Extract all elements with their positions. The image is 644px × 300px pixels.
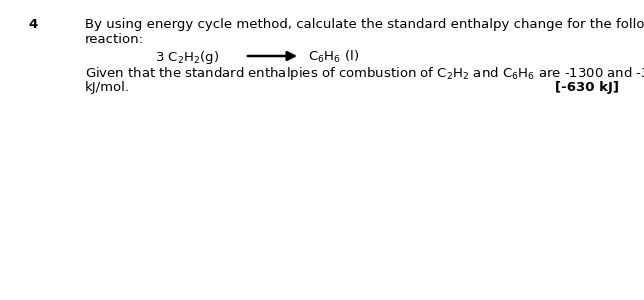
Text: By using energy cycle method, calculate the standard enthalpy change for the fol: By using energy cycle method, calculate … (85, 18, 644, 31)
Text: [-630 kJ]: [-630 kJ] (555, 81, 619, 94)
Text: 3 C$_2$H$_2$(g): 3 C$_2$H$_2$(g) (155, 49, 219, 66)
Text: 4: 4 (28, 18, 37, 31)
Text: reaction:: reaction: (85, 33, 144, 46)
Text: Given that the standard enthalpies of combustion of C$_2$H$_2$ and C$_6$H$_6$ ar: Given that the standard enthalpies of co… (85, 65, 644, 82)
Text: C$_6$H$_6$ (l): C$_6$H$_6$ (l) (308, 49, 359, 65)
Text: kJ/mol.: kJ/mol. (85, 81, 130, 94)
